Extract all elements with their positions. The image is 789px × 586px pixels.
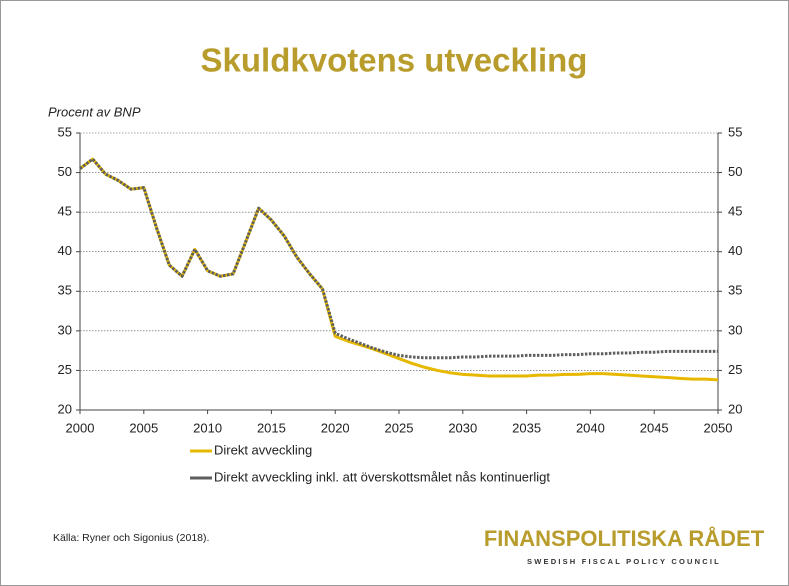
y-tick-label: 35 [58, 283, 72, 298]
x-tick-label: 2010 [193, 420, 222, 435]
y-axis-label: Procent av BNP [48, 104, 141, 119]
x-tick-label: 2020 [321, 420, 350, 435]
x-tick-label: 2030 [448, 420, 477, 435]
y-tick-label: 30 [58, 322, 72, 337]
y2-tick-label: 45 [728, 204, 742, 219]
logo-subtitle: SWEDISH FISCAL POLICY COUNCIL [527, 557, 721, 566]
chart-title: Skuldkvotens utveckling [201, 42, 588, 79]
y2-tick-label: 55 [728, 124, 742, 139]
y2-tick-label: 30 [728, 322, 742, 337]
series-line [79, 157, 718, 360]
y-tick-label: 45 [58, 204, 72, 219]
x-tick-label: 2025 [385, 420, 414, 435]
x-tick-label: 2015 [257, 420, 286, 435]
x-tick-label: 2050 [704, 420, 733, 435]
y-tick-label: 50 [58, 164, 72, 179]
y-tick-label: 40 [58, 243, 72, 258]
x-tick-label: 2040 [576, 420, 605, 435]
legend-label: Direkt avveckling [214, 442, 312, 457]
legend-label: Direkt avveckling inkl. att överskottsmå… [214, 469, 550, 484]
x-tick-label: 2000 [66, 420, 95, 435]
x-tick-label: 2035 [512, 420, 541, 435]
y2-tick-label: 25 [728, 362, 742, 377]
logo-title: FINANSPOLITISKA RÅDET [484, 525, 765, 551]
y-tick-label: 20 [58, 401, 72, 416]
y-tick-label: 55 [58, 124, 72, 139]
y2-tick-label: 35 [728, 283, 742, 298]
source: Källa: Ryner och Sigonius (2018). [53, 532, 209, 544]
series-line [79, 157, 719, 382]
x-tick-label: 2005 [129, 420, 158, 435]
y2-tick-label: 40 [728, 243, 742, 258]
y2-tick-label: 50 [728, 164, 742, 179]
y-tick-label: 25 [58, 362, 72, 377]
x-tick-label: 2045 [640, 420, 669, 435]
y2-tick-label: 20 [728, 401, 742, 416]
